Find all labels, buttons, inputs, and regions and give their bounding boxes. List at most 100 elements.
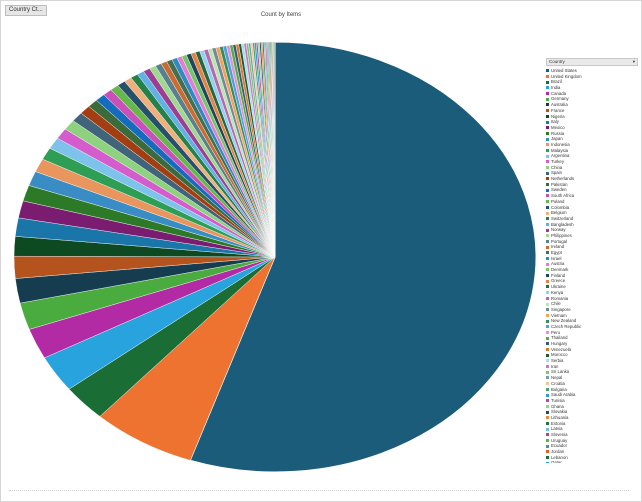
- legend-item[interactable]: Latvia: [546, 426, 638, 432]
- legend-swatch: [546, 177, 549, 181]
- legend-item[interactable]: Nepal: [546, 375, 638, 381]
- legend-item[interactable]: Uruguay: [546, 438, 638, 444]
- legend-item[interactable]: Philippines: [546, 233, 638, 239]
- legend-label: United States: [551, 68, 577, 73]
- legend-item[interactable]: Singapore: [546, 307, 638, 313]
- legend-swatch: [546, 456, 549, 460]
- legend-item[interactable]: Kenya: [546, 290, 638, 296]
- legend-item[interactable]: Australia: [546, 102, 638, 108]
- legend-item[interactable]: Argentina: [546, 153, 638, 159]
- legend-item[interactable]: Greece: [546, 278, 638, 284]
- bottom-scroll-area: [9, 490, 629, 495]
- legend-item[interactable]: Russia: [546, 131, 638, 137]
- legend-item[interactable]: Colombia: [546, 205, 638, 211]
- legend-item[interactable]: Portugal: [546, 239, 638, 245]
- legend-item[interactable]: Mexico: [546, 125, 638, 131]
- legend-item[interactable]: China: [546, 165, 638, 171]
- legend-item[interactable]: Ukraine: [546, 284, 638, 290]
- legend-item[interactable]: Bulgaria: [546, 387, 638, 393]
- legend-item[interactable]: Italy: [546, 119, 638, 125]
- legend-item[interactable]: Morocco: [546, 352, 638, 358]
- legend-item[interactable]: Slovenia: [546, 432, 638, 438]
- legend-item[interactable]: Estonia: [546, 421, 638, 427]
- legend-item[interactable]: Indonesia: [546, 142, 638, 148]
- legend-item[interactable]: Japan: [546, 136, 638, 142]
- legend-item[interactable]: Peru: [546, 330, 638, 336]
- legend-item[interactable]: Romania: [546, 296, 638, 302]
- legend-label: Philippines: [551, 232, 572, 238]
- pie-slice-75[interactable]: [274, 41, 276, 258]
- pie-slice-1[interactable]: [189, 41, 537, 473]
- legend-item[interactable]: Hungary: [546, 341, 638, 347]
- legend-label: France: [551, 107, 565, 113]
- legend-item[interactable]: New Zealand: [546, 318, 638, 324]
- legend-item[interactable]: South Africa: [546, 193, 638, 199]
- legend-item[interactable]: United Kingdom: [546, 74, 638, 80]
- legend-item[interactable]: Israel: [546, 256, 638, 262]
- legend-item[interactable]: Venezuela: [546, 347, 638, 353]
- legend-item[interactable]: Switzerland: [546, 216, 638, 222]
- legend-item[interactable]: United States: [546, 68, 638, 74]
- legend-swatch: [546, 80, 549, 84]
- legend-item[interactable]: Belgium: [546, 210, 638, 216]
- legend-item[interactable]: Spain: [546, 170, 638, 176]
- legend-item[interactable]: Chile: [546, 301, 638, 307]
- legend-item[interactable]: Turkey: [546, 159, 638, 165]
- legend-item[interactable]: Finland: [546, 273, 638, 279]
- legend-item[interactable]: Malaysia: [546, 148, 638, 154]
- legend-item[interactable]: Brazil: [546, 79, 638, 85]
- legend-item[interactable]: Serbia: [546, 358, 638, 364]
- legend-item[interactable]: Thailand: [546, 335, 638, 341]
- legend-item[interactable]: Czech Republic: [546, 324, 638, 330]
- legend-label: Belgium: [551, 210, 567, 216]
- legend-header[interactable]: Country ▾: [546, 58, 638, 66]
- legend-label: Poland: [551, 198, 565, 204]
- legend-swatch: [546, 353, 549, 357]
- legend-label: Estonia: [551, 420, 566, 426]
- legend-item[interactable]: Nigeria: [546, 114, 638, 120]
- legend-item[interactable]: France: [546, 108, 638, 114]
- legend-swatch: [546, 336, 549, 340]
- legend-item[interactable]: Saudi Arabia: [546, 392, 638, 398]
- legend-swatch: [546, 285, 549, 289]
- legend-item[interactable]: Sweden: [546, 187, 638, 193]
- legend-swatch: [546, 444, 549, 448]
- legend-item[interactable]: Sri Lanka: [546, 369, 638, 375]
- legend-item[interactable]: Norway: [546, 227, 638, 233]
- legend-item[interactable]: Tunisia: [546, 398, 638, 404]
- legend-item[interactable]: Lithuania: [546, 415, 638, 421]
- legend-item[interactable]: Jordan: [546, 449, 638, 455]
- legend-item[interactable]: Canada: [546, 91, 638, 97]
- legend-item[interactable]: Pakistan: [546, 182, 638, 188]
- legend-item[interactable]: Ireland: [546, 244, 638, 250]
- legend-item[interactable]: Lebanon: [546, 455, 638, 461]
- legend-item[interactable]: Poland: [546, 199, 638, 205]
- legend-label: Mexico: [551, 124, 565, 130]
- legend-item[interactable]: Iran: [546, 364, 638, 370]
- legend-item[interactable]: Qatar: [546, 460, 638, 463]
- legend-item[interactable]: Egypt: [546, 250, 638, 256]
- legend-item[interactable]: Bangladesh: [546, 222, 638, 228]
- legend-swatch: [546, 416, 549, 420]
- legend-item[interactable]: India: [546, 85, 638, 91]
- legend-label: Ireland: [551, 244, 565, 250]
- legend-label: Australia: [551, 102, 568, 108]
- legend-item[interactable]: Denmark: [546, 267, 638, 273]
- legend-item[interactable]: Slovakia: [546, 409, 638, 415]
- field-filter-button[interactable]: Country Ct...: [5, 5, 47, 16]
- legend-swatch: [546, 274, 549, 278]
- legend-item[interactable]: Vietnam: [546, 313, 638, 319]
- legend-swatch: [546, 92, 549, 96]
- legend-label: Sri Lanka: [551, 369, 570, 375]
- legend-swatch: [546, 410, 549, 414]
- legend-label: Japan: [551, 136, 563, 142]
- legend-item[interactable]: Croatia: [546, 381, 638, 387]
- legend-item[interactable]: Ghana: [546, 404, 638, 410]
- legend-item[interactable]: Germany: [546, 96, 638, 102]
- legend-item[interactable]: Ecuador: [546, 443, 638, 449]
- legend-item[interactable]: Austria: [546, 261, 638, 267]
- legend-label: South Africa: [551, 193, 575, 199]
- legend-label: Peru: [551, 329, 561, 335]
- legend-item[interactable]: Netherlands: [546, 176, 638, 182]
